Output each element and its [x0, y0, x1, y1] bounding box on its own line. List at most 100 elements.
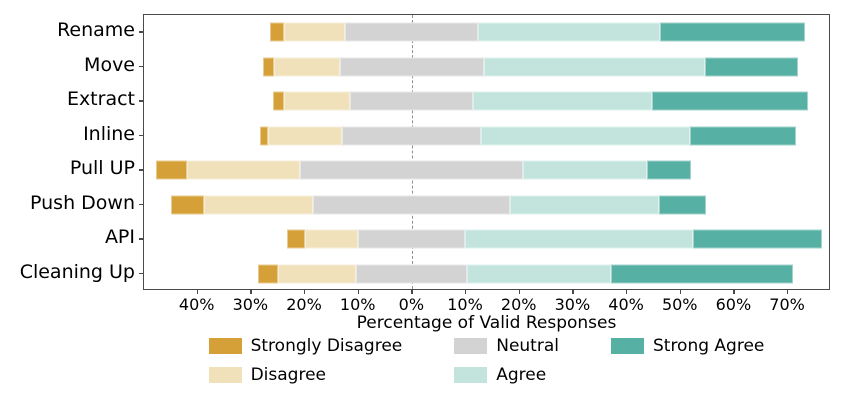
- legend-swatch-neutral: [454, 338, 488, 354]
- segment-strong-agree: [660, 22, 805, 42]
- legend-item-strongly-disagree: Strongly Disagree: [208, 336, 403, 356]
- x-tick-label: 10%: [339, 295, 376, 314]
- segment-agree: [510, 195, 660, 215]
- legend-label: Agree: [496, 365, 547, 385]
- y-tick-mark: [139, 65, 143, 68]
- stacked-bar-cleaning-up: [257, 264, 793, 284]
- legend-item-disagree: Disagree: [208, 365, 403, 385]
- y-tick-label-rename: Rename: [57, 19, 135, 42]
- x-tick-label: 30%: [554, 295, 591, 314]
- x-tick-label: 20%: [500, 295, 537, 314]
- x-tick-mark: [572, 290, 574, 294]
- segment-strongly-disagree: [273, 91, 284, 111]
- stacked-bar-pull-up: [155, 160, 691, 180]
- segment-neutral: [358, 229, 465, 249]
- plot-area: [143, 14, 830, 290]
- x-tick-mark: [626, 290, 628, 294]
- segment-agree: [522, 160, 648, 180]
- bar-row-pull-up: [144, 153, 829, 188]
- segment-strongly-disagree: [170, 195, 205, 215]
- stacked-bar-move: [263, 57, 799, 77]
- segment-strongly-disagree: [269, 22, 284, 42]
- segment-neutral: [300, 160, 523, 180]
- segment-disagree: [186, 160, 301, 180]
- legend-item-neutral: Neutral: [454, 336, 559, 356]
- segment-strong-agree: [690, 126, 796, 146]
- legend: Strongly Disagree Disagree Neutral Agree Str…: [143, 336, 830, 385]
- bar-row-inline: [144, 119, 829, 154]
- segment-strongly-disagree: [286, 229, 305, 249]
- x-tick-label: 70%: [769, 295, 805, 314]
- x-tick-mark: [465, 290, 467, 294]
- y-tick-mark: [139, 134, 143, 137]
- x-tick-mark: [679, 290, 682, 294]
- segment-agree: [480, 126, 691, 146]
- legend-label: Disagree: [250, 365, 327, 385]
- x-tick-label: 40%: [178, 295, 215, 314]
- legend-swatch-agree: [454, 367, 488, 383]
- segment-neutral: [350, 91, 473, 111]
- stacked-bar-rename: [269, 22, 805, 42]
- x-tick-mark: [733, 290, 735, 294]
- y-tick-label-extract: Extract: [66, 88, 135, 111]
- bar-row-cleaning-up: [144, 257, 829, 292]
- bar-row-move: [144, 50, 829, 85]
- segment-agree: [472, 91, 652, 111]
- legend-item-agree: Agree: [454, 365, 559, 385]
- x-tick-mark: [250, 290, 252, 294]
- bar-row-api: [144, 222, 829, 257]
- segment-agree: [483, 57, 706, 77]
- y-tick-label-inline: Inline: [83, 122, 135, 145]
- stacked-bar-extract: [273, 91, 809, 111]
- segment-agree: [467, 264, 612, 284]
- segment-strongly-disagree: [263, 57, 274, 77]
- segment-disagree: [267, 126, 343, 146]
- segment-disagree: [273, 57, 340, 77]
- segment-strong-agree: [651, 91, 809, 111]
- segment-strongly-disagree: [155, 160, 187, 180]
- segment-neutral: [342, 126, 481, 146]
- segment-strong-agree: [647, 160, 691, 180]
- legend-label: Strong Agree: [652, 336, 765, 356]
- segment-neutral: [344, 22, 479, 42]
- y-tick-label-pull-up: Pull UP: [69, 157, 135, 180]
- legend-swatch-strong-agree: [610, 338, 644, 354]
- x-tick-label: 10%: [447, 295, 483, 314]
- segment-neutral: [339, 57, 484, 77]
- segment-neutral: [313, 195, 511, 215]
- x-tick-label: 0%: [398, 295, 425, 314]
- segment-disagree: [278, 264, 356, 284]
- y-tick-label-move: Move: [84, 53, 135, 76]
- segment-strong-agree: [611, 264, 793, 284]
- x-tick-label: 50%: [661, 295, 698, 314]
- x-tick-mark: [357, 290, 360, 294]
- segment-strongly-disagree: [260, 126, 268, 146]
- x-tick-label: 60%: [715, 295, 752, 314]
- y-tick-mark: [139, 31, 143, 33]
- y-tick-mark: [139, 100, 143, 102]
- segment-disagree: [204, 195, 314, 215]
- legend-label: Strongly Disagree: [250, 336, 403, 356]
- segment-strong-agree: [705, 57, 799, 77]
- y-tick-mark: [139, 272, 143, 275]
- x-tick-mark: [787, 290, 789, 294]
- x-tick-mark: [304, 290, 306, 294]
- stacked-bar-push-down: [170, 195, 706, 215]
- y-tick-mark: [139, 238, 143, 240]
- legend-label: Neutral: [496, 336, 559, 356]
- y-tick-mark: [139, 203, 143, 206]
- y-tick-label-cleaning-up: Cleaning Up: [19, 260, 135, 283]
- y-tick-label-push-down: Push Down: [30, 191, 135, 214]
- bar-row-push-down: [144, 188, 829, 223]
- segment-disagree: [283, 22, 345, 42]
- segment-strongly-disagree: [257, 264, 279, 284]
- x-tick-mark: [518, 290, 521, 294]
- x-tick-mark: [411, 290, 413, 294]
- x-tick-label: 20%: [286, 295, 322, 314]
- bar-row-extract: [144, 84, 829, 119]
- x-tick-label: 30%: [232, 295, 269, 314]
- x-tick-mark: [196, 290, 199, 294]
- segment-disagree: [304, 229, 359, 249]
- segment-neutral: [355, 264, 468, 284]
- x-tick-label: 40%: [608, 295, 644, 314]
